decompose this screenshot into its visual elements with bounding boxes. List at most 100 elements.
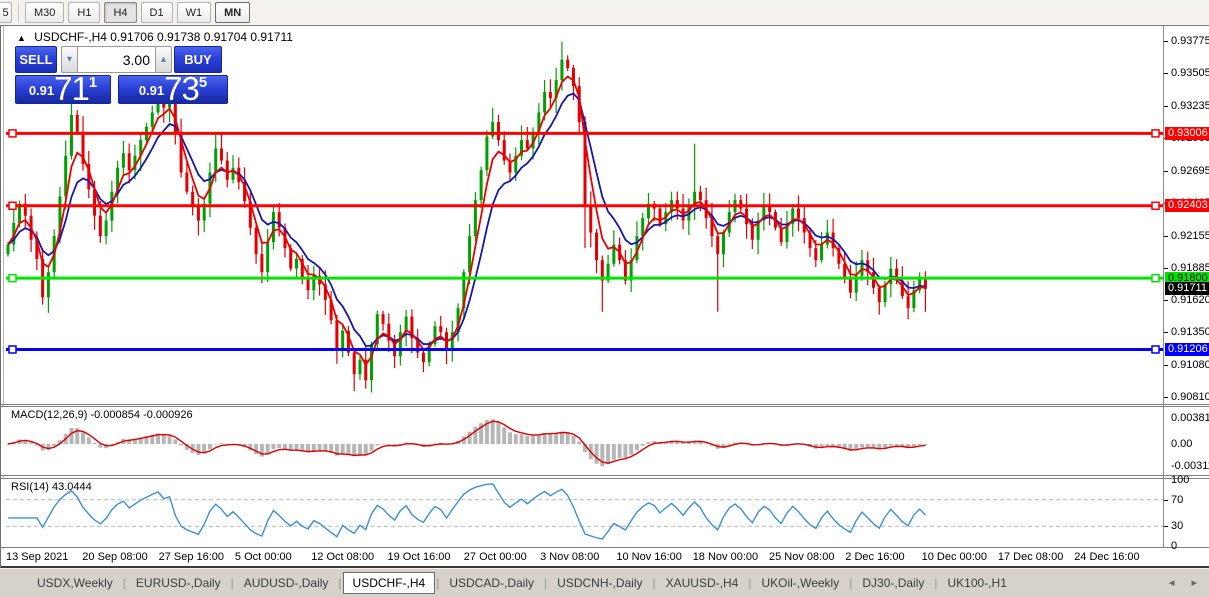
sell-price-pip: 1 [88,75,98,91]
time-axis-label: 10 Dec 00:00 [921,551,988,563]
timeframe-button-5[interactable]: 5 [0,2,12,23]
price-tick-mark [1164,73,1168,75]
time-axis-label: 13 Sep 2021 [6,551,69,563]
tab-ukoil-weekly[interactable]: UKOil-,Weekly [761,576,840,590]
macd-label: MACD(12,26,9) -0.000854 -0.000926 [11,409,193,421]
toolbar-separator [18,3,19,22]
rsi-axis-label: 100 [1171,474,1190,486]
rsi-canvas[interactable] [6,479,1163,547]
sell-price-prefix: 0.91 [28,83,55,98]
time-axis[interactable]: 13 Sep 2021 20 Sep 08:00 27 Sep 16:00 5 Oct… [1,549,1209,566]
window-inner-edge [3,26,4,568]
tab-uk100-h1[interactable]: UK100-,H1 [947,576,1007,590]
pane-separator [1,404,1209,405]
price-tick-label: 0.92695 [1171,164,1209,177]
price-tick-mark [1164,41,1168,43]
time-axis-label: 5 Oct 00:00 [234,551,292,563]
price-tick-label: 0.91885 [1171,261,1209,274]
chart-ohlc-values: 0.91706 0.91738 0.91704 0.91711 [110,30,293,44]
macd-pane[interactable]: MACD(12,26,9) -0.000854 -0.000926 [1,406,1209,476]
tab-usdcnh-daily[interactable]: USDCNH-,Daily [557,576,643,590]
tab-eurusd-daily[interactable]: EURUSD-,Daily [135,576,221,590]
collapse-trade-panel-icon[interactable]: ▲ [17,33,26,43]
sell-price-button[interactable]: 0.91 71 1 [15,75,111,104]
chart-window[interactable]: ▲ USDCHF-,H4 0.91706 0.91738 0.91704 0.9… [0,26,1209,568]
timeframe-toolbar: 5 M30 H1 H4 D1 W1 MN [0,0,1209,26]
tab-separator: | [748,576,752,590]
price-tick-label: 0.91620 [1171,293,1209,306]
time-axis-label: 27 Sep 16:00 [158,551,225,563]
macd-canvas[interactable] [6,407,1163,475]
macd-axis-label: 0.00 [1171,438,1193,450]
tab-separator: | [652,576,656,590]
timeframe-button-d1[interactable]: D1 [140,2,173,23]
time-axis-label: 27 Oct 00:00 [463,551,527,563]
timeframe-button-mn[interactable]: MN [215,2,251,23]
tab-usdcad-daily[interactable]: USDCAD-,Daily [449,576,535,590]
rsi-pane[interactable]: RSI(14) 43.0444 [1,478,1209,548]
hline-price-badge: 0.92403 [1165,199,1209,213]
price-tick-mark [1164,170,1168,172]
tab-separator: | [849,576,853,590]
buy-price-prefix: 0.91 [138,83,165,98]
hline-price-badge: 0.91206 [1165,342,1209,356]
timeframe-button-m30[interactable]: M30 [25,2,65,23]
rsi-axis-label: 30 [1171,520,1184,533]
rsi-axis-label: 70 [1171,493,1184,506]
time-axis-label: 18 Nov 00:00 [692,551,759,563]
price-tick-mark [1164,105,1168,107]
time-axis-label: 12 Oct 08:00 [311,551,375,563]
time-axis-label: 2 Dec 16:00 [845,551,905,563]
tab-separator: | [122,576,126,590]
time-axis-label: 10 Nov 16:00 [616,551,682,563]
tab-scroll-arrows: ◂ ▸ [1155,576,1197,589]
time-axis-label: 17 Dec 08:00 [997,551,1064,563]
main-chart-canvas[interactable] [6,30,1163,404]
hline-price-badge: 0.93006 [1165,126,1209,140]
macd-axis-label: 0.003811 [1171,411,1209,424]
time-axis-label: 24 Dec 16:00 [1074,551,1140,563]
buy-price-big: 73 [164,75,200,104]
hline-price-badge: 0.91800 [1165,271,1209,285]
volume-input[interactable] [78,46,155,73]
time-axis-label: 25 Nov 08:00 [769,551,835,563]
time-axis-label: 3 Nov 08:00 [540,551,600,563]
tab-audusd-daily[interactable]: AUDUSD-,Daily [243,576,329,590]
buy-price-pip: 5 [198,75,208,91]
tab-separator: | [338,576,342,590]
buy-button[interactable]: BUY [174,46,222,73]
rsi-tick-mark [1164,499,1168,501]
volume-decrease-button[interactable]: ▾ [61,46,78,73]
sell-button[interactable]: SELL [15,46,57,73]
price-tick-label: 0.93235 [1171,99,1209,112]
tab-separator: | [544,576,548,590]
last-price-badge: 0.91711 [1165,282,1209,296]
price-axis[interactable]: 0.937750.935050.932350.929650.926950.924… [1163,26,1209,552]
price-tick-label: 0.92155 [1171,229,1209,242]
price-tick-mark [1164,267,1168,269]
chart-title: ▲ USDCHF-,H4 0.91706 0.91738 0.91704 0.9… [17,30,293,44]
price-tick-mark [1164,299,1168,301]
price-tick-mark [1164,235,1168,237]
sell-price-big: 71 [54,75,90,104]
timeframe-button-h4[interactable]: H4 [104,2,137,23]
volume-increase-button[interactable]: ▴ [155,46,172,73]
rsi-label: RSI(14) 43.0444 [11,481,92,493]
tab-dj30-daily[interactable]: DJ30-,Daily [862,576,925,590]
tab-separator: | [934,576,938,590]
price-tick-label: 0.90810 [1171,391,1209,404]
tab-xauusd-h4[interactable]: XAUUSD-,H4 [665,576,739,590]
one-click-trade-panel: SELL ▾ ▴ BUY 0.91 71 1 0.91 73 5 [15,46,228,104]
tab-scroll-right-icon[interactable]: ▸ [1191,577,1197,589]
buy-price-button[interactable]: 0.91 73 5 [118,75,228,104]
tab-usdchf-h4[interactable]: USDCHF-,H4 [342,572,436,594]
tab-scroll-left-icon[interactable]: ◂ [1168,577,1175,589]
rsi-tick-mark [1164,526,1168,528]
tab-usdx-weekly[interactable]: USDX,Weekly [37,576,113,590]
timeframe-button-w1[interactable]: W1 [176,2,212,23]
tab-separator: | [436,576,440,590]
chart-symbol-period: USDCHF-,H4 [34,30,107,44]
timeframe-button-h1[interactable]: H1 [68,2,101,23]
price-tick-mark [1164,397,1168,399]
